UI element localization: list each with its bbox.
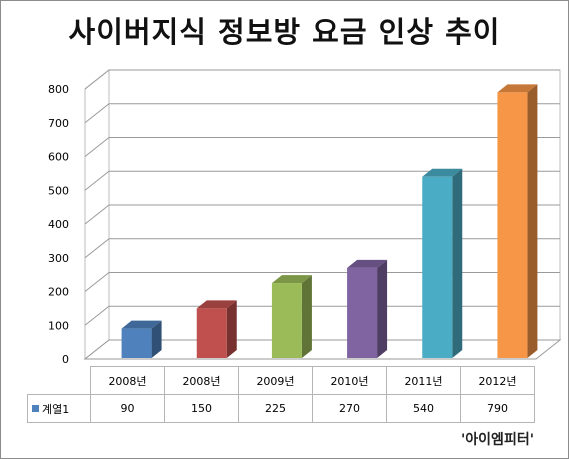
data-table-header-row: 2008년 2008년 2009년 2010년 2011년 2012년 — [27, 366, 535, 395]
bar-top — [196, 300, 237, 309]
y-tick-label: 0 — [62, 353, 69, 366]
bar-side — [452, 168, 463, 358]
chart-title: 사이버지식 정보방 요금 인상 추이 — [68, 15, 501, 49]
category-label: 2008년 — [164, 366, 239, 395]
y-tick-label: 700 — [48, 117, 69, 130]
series-name: 계열1 — [42, 402, 70, 416]
gridline — [84, 137, 560, 157]
y-tick-label: 300 — [48, 252, 69, 265]
data-table: 2008년 2008년 2009년 2010년 2011년 2012년 계열1 … — [27, 366, 535, 423]
gridline — [84, 170, 560, 191]
bar — [422, 176, 453, 358]
legend-key-icon — [32, 404, 39, 412]
data-label: 225 — [238, 394, 313, 423]
data-table-corner — [27, 366, 91, 395]
gridline — [84, 204, 560, 225]
bar-top — [347, 259, 388, 268]
data-label: 270 — [312, 394, 387, 423]
category-label: 2011년 — [386, 366, 461, 395]
bar-top — [271, 275, 312, 284]
bar-side — [226, 300, 237, 358]
data-label: 150 — [164, 394, 239, 423]
bar-side — [151, 320, 162, 358]
bar-side — [527, 84, 538, 358]
category-label: 2008년 — [90, 366, 165, 395]
y-tick-label: 200 — [48, 286, 69, 299]
gridline — [84, 238, 560, 259]
y-tick-label: 500 — [48, 184, 69, 197]
bar — [271, 283, 302, 358]
category-label: 2009년 — [238, 366, 313, 395]
bar-side — [301, 275, 312, 358]
bar-top — [121, 320, 162, 329]
bar — [347, 267, 378, 358]
y-tick-label: 800 — [48, 83, 69, 96]
gridline — [84, 69, 560, 90]
category-label: 2010년 — [312, 366, 387, 395]
gridline — [84, 103, 560, 124]
y-tick-label: 100 — [48, 319, 69, 332]
data-label: 90 — [90, 394, 165, 423]
bar — [196, 308, 227, 358]
data-table-series-row: 계열1 90 150 225 270 540 790 — [27, 394, 535, 423]
gridline — [84, 305, 560, 326]
y-tick-label: 600 — [48, 151, 69, 164]
category-label: 2012년 — [460, 366, 535, 395]
data-label: 790 — [460, 394, 535, 423]
bar — [497, 92, 528, 358]
bar-top — [422, 168, 463, 177]
gridline — [84, 272, 560, 292]
data-label: 540 — [386, 394, 461, 423]
bar-top — [497, 84, 538, 93]
y-tick-label: 400 — [48, 218, 69, 231]
bar — [121, 328, 152, 358]
watermark: '아이엠피터' — [461, 432, 534, 448]
bar-side — [377, 259, 388, 358]
legend-entry: 계열1 — [27, 394, 91, 423]
